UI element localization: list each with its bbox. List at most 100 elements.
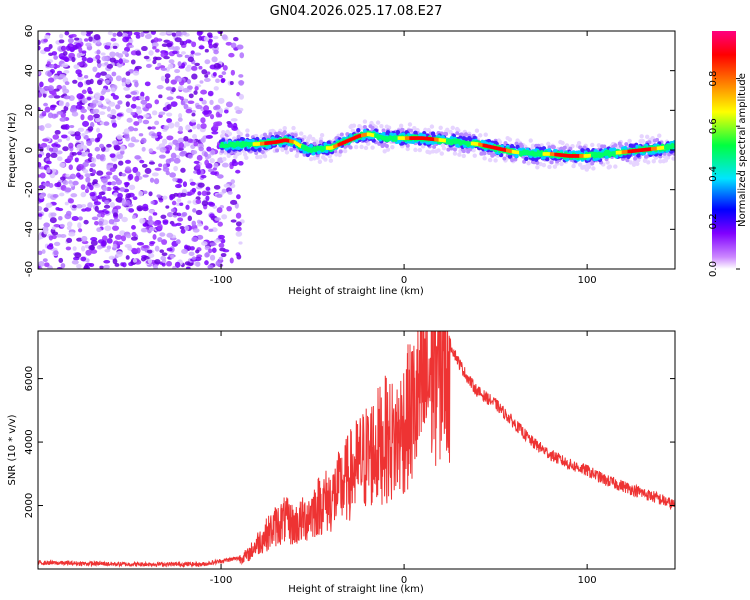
ridge-core [419, 136, 423, 140]
noise-speck [51, 231, 59, 236]
noise-speck [149, 240, 156, 245]
noise-speck [44, 86, 51, 90]
noise-speck [113, 192, 119, 197]
noise-speck [209, 114, 215, 120]
noise-speck [204, 159, 210, 166]
noise-speck [176, 202, 181, 207]
ridge-core [246, 142, 250, 146]
ridge-core [545, 152, 549, 156]
ridge-band [284, 150, 290, 155]
noise-speck [109, 202, 115, 208]
noise-speck [100, 240, 106, 247]
noise-speck [154, 66, 160, 71]
noise-speck [191, 65, 198, 71]
noise-speck [166, 112, 173, 117]
noise-speck [232, 122, 238, 129]
colorbar-tick-label: 0.2 [708, 213, 719, 229]
noise-speck [92, 169, 97, 175]
noise-speck [43, 262, 50, 268]
noise-speck [84, 38, 89, 42]
ridge-core [425, 136, 429, 141]
noise-speck [81, 97, 88, 104]
noise-speck [159, 32, 167, 36]
noise-speck [125, 107, 133, 114]
ridge-band [651, 159, 656, 164]
ridge-band [528, 138, 533, 143]
ridge-band [635, 161, 640, 166]
noise-speck [120, 262, 125, 267]
noise-speck [154, 245, 160, 252]
noise-speck [221, 34, 228, 40]
noise-speck [82, 120, 90, 127]
noise-speck [53, 224, 61, 228]
ridge-core [489, 145, 493, 149]
noise-speck [214, 104, 221, 110]
noise-speck [185, 124, 191, 131]
noise-speck [81, 50, 87, 54]
ridge-band [657, 133, 662, 138]
ridge-band [308, 156, 314, 162]
ridge-band [653, 155, 659, 160]
noise-speck [76, 263, 82, 269]
ridge-band [405, 146, 410, 152]
noise-speck [182, 181, 188, 188]
ridge-core [662, 145, 666, 150]
noise-speck [62, 50, 68, 56]
noise-speck [201, 200, 209, 207]
noise-speck [92, 66, 98, 72]
ridge-core [620, 150, 623, 155]
noise-speck [213, 184, 221, 190]
ridge-band [436, 148, 441, 153]
noise-speck [96, 49, 101, 55]
noise-speck [188, 251, 195, 257]
noise-speck [151, 126, 156, 130]
ridge-core [372, 133, 376, 138]
noise-speck [221, 188, 227, 194]
noise-speck [125, 71, 131, 76]
noise-speck [121, 77, 127, 84]
noise-speck [188, 93, 194, 99]
ridge-core [508, 149, 512, 153]
noise-speck [196, 123, 201, 130]
noise-speck [128, 173, 134, 180]
ridge-core [582, 154, 585, 158]
noise-speck [184, 225, 190, 231]
ridge-core [650, 147, 654, 151]
noise-speck [136, 205, 144, 212]
noise-speck [80, 31, 87, 36]
noise-speck [106, 245, 112, 250]
noise-speck [71, 152, 77, 156]
noise-speck [130, 103, 137, 109]
noise-speck [107, 181, 113, 186]
noise-speck [111, 225, 120, 231]
noise-speck [87, 202, 93, 209]
noise-speck [106, 143, 112, 148]
noise-speck [104, 210, 110, 215]
ridge-core [276, 140, 279, 144]
noise-speck [230, 69, 236, 76]
noise-speck [139, 217, 146, 224]
ridge-core [481, 143, 484, 147]
ridge-band [382, 149, 387, 154]
ridge-core [568, 154, 572, 158]
noise-speck [89, 102, 97, 108]
ridge-core [274, 140, 278, 144]
noise-speck [85, 249, 92, 256]
noise-speck [116, 113, 123, 117]
noise-speck [144, 33, 152, 40]
noise-speck [67, 155, 74, 162]
noise-speck [181, 188, 187, 194]
ridge-band [432, 144, 437, 149]
ridge-band [571, 163, 576, 169]
noise-speck [47, 71, 52, 77]
noise-speck [203, 225, 209, 231]
ridge-core [232, 142, 235, 147]
noise-speck [174, 261, 181, 268]
noise-speck [55, 206, 60, 211]
noise-speck [118, 58, 123, 64]
noise-speck [166, 118, 173, 124]
noise-speck [41, 249, 46, 254]
noise-speck [227, 122, 234, 128]
noise-speck [209, 149, 216, 156]
noise-speck [217, 174, 224, 179]
